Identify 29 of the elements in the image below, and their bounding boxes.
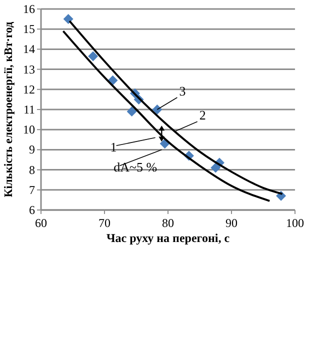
y-tick-label: 13: [23, 62, 35, 76]
x-tick-label: 100: [286, 216, 304, 230]
y-tick-label: 8: [29, 162, 35, 177]
y-tick-label: 9: [29, 142, 35, 157]
y-tick-label: 15: [23, 22, 35, 36]
point: [126, 106, 137, 117]
annotation: 3: [179, 84, 186, 98]
point: [63, 14, 74, 24]
x-tick-label: 80: [162, 216, 174, 230]
annotation: dA~5 %: [114, 160, 158, 175]
annotation: 1: [110, 140, 117, 155]
y-axis-title: Кількість електроенергії, кВт·год: [3, 22, 15, 198]
x-tick-label: 90: [226, 216, 238, 230]
x-axis-title: Час руху на перегоні, с: [106, 231, 230, 245]
point: [210, 162, 221, 173]
y-tick-label: 10: [23, 122, 35, 137]
point: [108, 75, 118, 86]
y-tick-label: 7: [29, 182, 35, 197]
y-tick-label: 16: [23, 2, 35, 16]
annotation: 2: [199, 108, 206, 123]
y-tick-label: 11: [23, 102, 35, 116]
y-tick-label: 14: [23, 42, 35, 56]
x-tick-label: 60: [35, 216, 47, 230]
point: [152, 104, 162, 114]
line-series: [62, 30, 271, 202]
x-tick-label: 70: [98, 216, 110, 230]
y-tick-label: 12: [23, 82, 35, 96]
y-tick-label: 6: [29, 203, 35, 217]
point: [88, 51, 98, 62]
